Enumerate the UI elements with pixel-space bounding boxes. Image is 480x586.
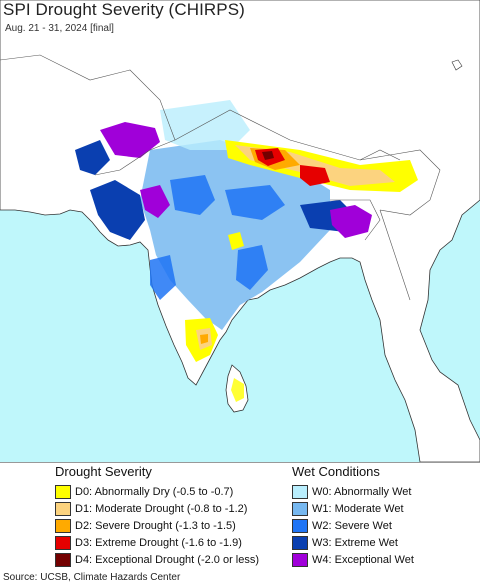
wet-label-w4: W4: Exceptional Wet [312, 553, 414, 566]
island [451, 59, 463, 71]
map-title: SPI Drought Severity (CHIRPS) [3, 0, 245, 19]
drought-label-d1: D1: Moderate Drought (-0.8 to -1.2) [75, 502, 248, 515]
drought-label-d3: D3: Extreme Drought (-1.6 to -1.9) [75, 536, 242, 549]
drought-swatch-d0 [55, 484, 71, 499]
drought-swatch-d2 [55, 518, 71, 533]
legend: Drought Severity D0: Abnormally Dry (-0.… [0, 464, 480, 568]
drought-swatch-d1 [55, 501, 71, 516]
drought-label-d0: D0: Abnormally Dry (-0.5 to -0.7) [75, 485, 234, 498]
wet-legend-item: W2: Severe Wet [292, 517, 414, 534]
wet-legend-item: W0: Abnormally Wet [292, 483, 414, 500]
source-credit: Source: UCSB, Climate Hazards Center [3, 572, 181, 583]
drought-legend: Drought Severity D0: Abnormally Dry (-0.… [55, 464, 259, 568]
wet-label-w0: W0: Abnormally Wet [312, 485, 412, 498]
drought-swatch-d4 [55, 552, 71, 567]
wet-label-w2: W2: Severe Wet [312, 519, 392, 532]
drought-legend-heading: Drought Severity [55, 464, 152, 479]
map-canvas: SPI Drought Severity (CHIRPS) Aug. 21 - … [0, 0, 480, 462]
wet-label-w1: W1: Moderate Wet [312, 502, 404, 515]
drought-legend-item: D1: Moderate Drought (-0.8 to -1.2) [55, 500, 259, 517]
drought-label-d4: D4: Exceptional Drought (-2.0 or less) [75, 553, 260, 566]
wet-swatch-w0 [292, 484, 308, 499]
wet-label-w3: W3: Extreme Wet [312, 536, 398, 549]
drought-legend-item: D4: Exceptional Drought (-2.0 or less) [55, 551, 259, 568]
drought-label-d2: D2: Severe Drought (-1.3 to -1.5) [75, 519, 236, 532]
country-borders [0, 54, 441, 301]
wet-legend-item: W3: Extreme Wet [292, 534, 414, 551]
drought-map: SPI Drought Severity (CHIRPS) Aug. 21 - … [0, 0, 480, 463]
anomaly-patches [75, 100, 418, 402]
wet-legend-item: W4: Exceptional Wet [292, 551, 414, 568]
map-subtitle: Aug. 21 - 31, 2024 [final] [5, 23, 114, 34]
wet-swatch-w3 [292, 535, 308, 550]
wet-legend-item: W1: Moderate Wet [292, 500, 414, 517]
wet-swatch-w1 [292, 501, 308, 516]
wet-legend-heading: Wet Conditions [292, 464, 380, 479]
drought-legend-item: D3: Extreme Drought (-1.6 to -1.9) [55, 534, 259, 551]
drought-swatch-d3 [55, 535, 71, 550]
drought-legend-item: D0: Abnormally Dry (-0.5 to -0.7) [55, 483, 259, 500]
drought-legend-item: D2: Severe Drought (-1.3 to -1.5) [55, 517, 259, 534]
wet-legend: Wet Conditions W0: Abnormally Wet W1: Mod… [292, 464, 414, 568]
wet-swatch-w2 [292, 518, 308, 533]
wet-swatch-w4 [292, 552, 308, 567]
